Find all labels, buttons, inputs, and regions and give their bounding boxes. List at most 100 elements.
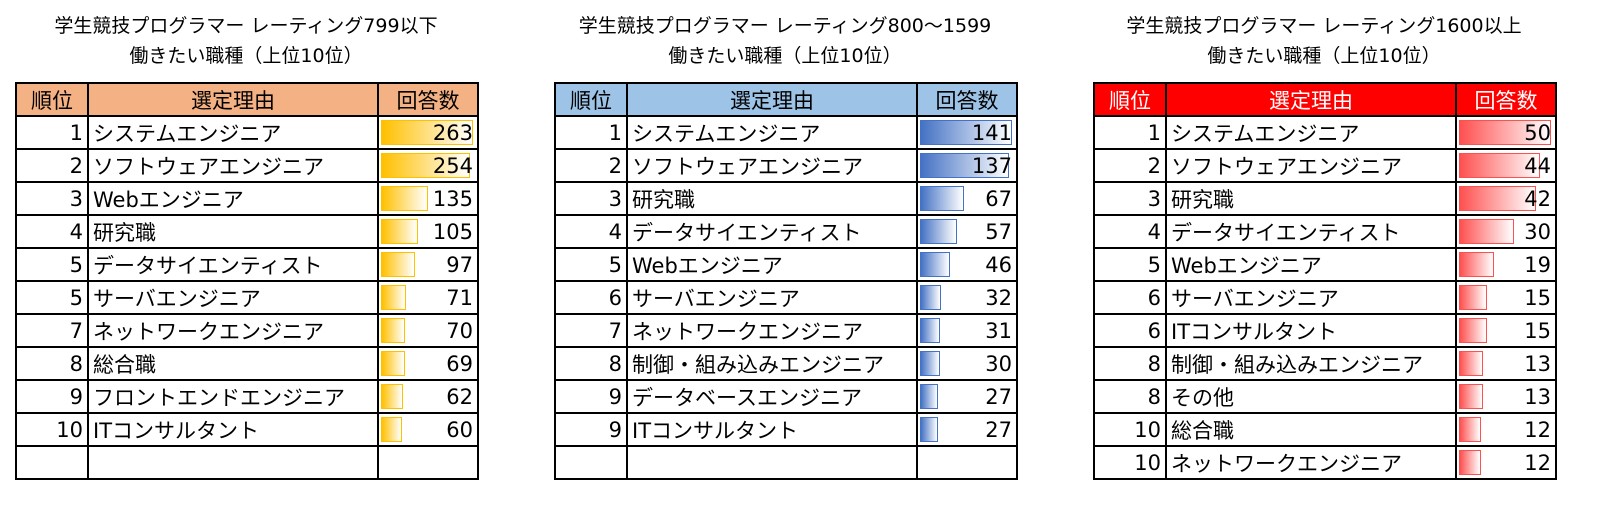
reason-cell: その他 [1165,379,1457,414]
data-bar [1459,417,1481,442]
panel-title-line2: 働きたい職種（上位10位） [668,45,902,67]
table-body: 1 システムエンジニア 263 2 ソフトウェアエンジニア 254 3 Webエンジニア 135… [15,115,479,480]
data-bar [1459,351,1483,376]
data-bar [1459,384,1483,409]
rank-cell: 1 [15,115,89,150]
count-cell: 97 [377,247,479,282]
reason-cell: 研究職 [626,181,918,216]
count-cell: 57 [916,214,1018,249]
table-row: 8 制御・組み込みエンジニア 13 [1093,346,1557,381]
data-bar [920,186,964,211]
table-row [15,445,479,480]
count-cell: 263 [377,115,479,150]
table-row: 8 制御・組み込みエンジニア 30 [554,346,1018,381]
header-rank: 順位 [554,82,628,117]
count-cell [377,445,479,480]
count-value: 42 [1524,186,1551,211]
table-body: 1 システムエンジニア 50 2 ソフトウェアエンジニア 44 3 研究職 42 4 データサイエン… [1093,115,1557,480]
data-bar [1459,120,1551,145]
rank-cell: 4 [554,214,628,249]
count-cell: 62 [377,379,479,414]
reason-cell: システムエンジニア [1165,115,1457,150]
reason-cell: サーバエンジニア [87,280,379,315]
count-value: 31 [985,318,1012,343]
rank-cell: 2 [1093,148,1167,183]
rank-cell [15,445,89,480]
rank-cell: 1 [1093,115,1167,150]
table-row: 8 その他 13 [1093,379,1557,414]
data-bar [1459,153,1540,178]
count-cell: 15 [1455,313,1557,348]
ranking-table: 順位 選定理由 回答数 1 システムエンジニア 50 2 ソフトウェアエンジニア 44 3 研… [1093,82,1557,480]
count-value: 50 [1524,120,1551,145]
table-row: 4 データサイエンティスト 57 [554,214,1018,249]
count-cell: 32 [916,280,1018,315]
header-reason: 選定理由 [626,82,918,117]
reason-cell: ネットワークエンジニア [626,313,918,348]
count-value: 46 [985,252,1012,277]
reason-cell: ネットワークエンジニア [87,313,379,348]
data-bar [1459,252,1494,277]
reason-cell: ITコンサルタント [626,412,918,447]
count-value: 105 [432,219,473,244]
data-bar [920,120,1012,145]
count-value: 254 [432,153,473,178]
data-bar [381,384,403,409]
table-row: 3 研究職 42 [1093,181,1557,216]
data-bar [381,318,405,343]
panel-title-line2: 働きたい職種（上位10位） [129,45,363,67]
reason-cell: システムエンジニア [87,115,379,150]
rank-cell: 3 [554,181,628,216]
reason-cell: 研究職 [87,214,379,249]
table-row: 2 ソフトウェアエンジニア 44 [1093,148,1557,183]
table-row: 5 Webエンジニア 19 [1093,247,1557,282]
data-bar [381,285,406,310]
table-row: 5 Webエンジニア 46 [554,247,1018,282]
count-value: 62 [446,384,473,409]
reason-cell: データベースエンジニア [626,379,918,414]
count-cell: 137 [916,148,1018,183]
table-row: 9 データベースエンジニア 27 [554,379,1018,414]
reason-cell: ソフトウェアエンジニア [87,148,379,183]
count-value: 27 [985,384,1012,409]
count-cell: 44 [1455,148,1557,183]
rank-cell: 3 [1093,181,1167,216]
count-cell: 30 [916,346,1018,381]
reason-cell [87,445,379,480]
data-bar [920,252,950,277]
data-bar [920,219,957,244]
rank-cell: 4 [15,214,89,249]
count-value: 69 [446,351,473,376]
data-bar [381,252,415,277]
count-value: 15 [1524,318,1551,343]
table-row: 9 ITコンサルタント 27 [554,412,1018,447]
data-bar [920,285,941,310]
rank-cell [554,445,628,480]
reason-cell: データサイエンティスト [1165,214,1457,249]
table-row: 7 ネットワークエンジニア 70 [15,313,479,348]
panel-rating-799-below: 学生競技プログラマー レーティング799以下 働きたい職種（上位10位） 順位 … [15,0,479,480]
ranking-table: 順位 選定理由 回答数 1 システムエンジニア 263 2 ソフトウェアエンジニア 254… [15,82,479,480]
table-row: 4 研究職 105 [15,214,479,249]
table-row: 10 ITコンサルタント 60 [15,412,479,447]
reason-cell: ソフトウェアエンジニア [1165,148,1457,183]
count-value: 70 [446,318,473,343]
panel-title: 学生競技プログラマー レーティング800～1599 働きたい職種（上位10位） [554,0,1016,82]
reason-cell: 総合職 [1165,412,1457,447]
count-value: 67 [985,186,1012,211]
count-value: 141 [971,120,1012,145]
header-count: 回答数 [377,82,479,117]
data-bar [920,351,940,376]
panel-title-line2: 働きたい職種（上位10位） [1207,45,1441,67]
table-row: 6 サーバエンジニア 32 [554,280,1018,315]
table-row: 2 ソフトウェアエンジニア 137 [554,148,1018,183]
panel-title: 学生競技プログラマー レーティング799以下 働きたい職種（上位10位） [15,0,477,82]
rank-cell: 4 [1093,214,1167,249]
panel-title: 学生競技プログラマー レーティング1600以上 働きたい職種（上位10位） [1093,0,1555,82]
data-bar [920,318,940,343]
header-rank: 順位 [15,82,89,117]
header-count: 回答数 [1455,82,1557,117]
count-cell: 70 [377,313,479,348]
count-cell: 135 [377,181,479,216]
reason-cell: Webエンジニア [626,247,918,282]
